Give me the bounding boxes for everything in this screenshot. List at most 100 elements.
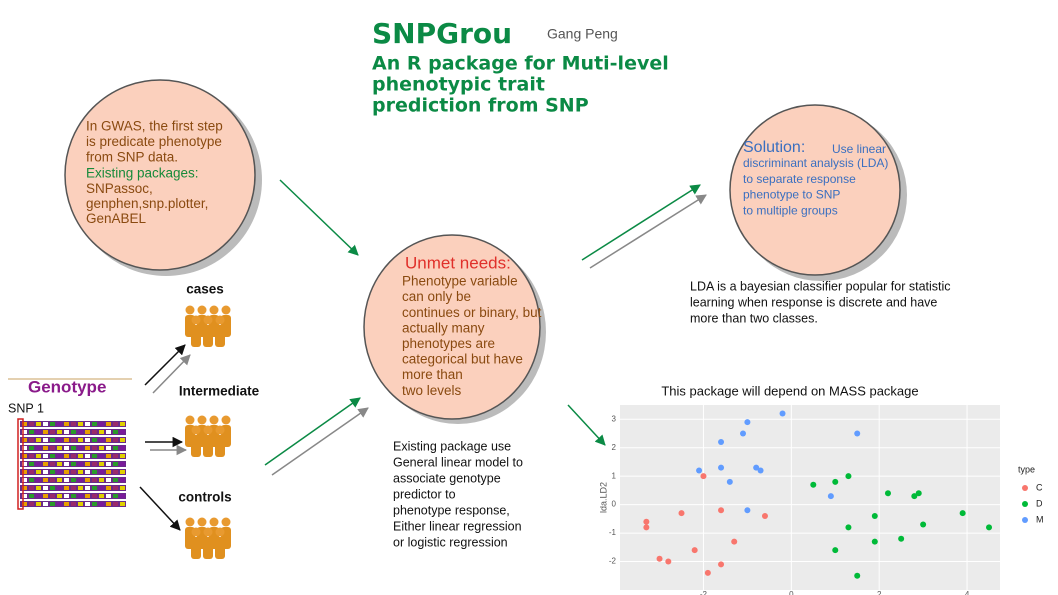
strip-cell <box>29 446 34 450</box>
strip-cell <box>29 494 34 498</box>
person-body <box>215 325 225 347</box>
strip-cell <box>29 430 34 434</box>
y-axis-label: lda.LD2 <box>598 482 608 513</box>
intro-text: is predicate phenotype <box>86 134 222 149</box>
strip-cell <box>78 486 83 490</box>
strip-cell <box>50 502 55 506</box>
plot-title: This package will depend on MASS package <box>661 383 918 398</box>
package-name: genphen,snp.plotter, <box>86 196 208 211</box>
strip-cell <box>113 438 118 442</box>
strip-cell <box>36 502 41 506</box>
strip-cell <box>92 502 97 506</box>
strip-cell <box>57 470 62 474</box>
strip-cell <box>64 446 69 450</box>
strip-cell <box>43 486 48 490</box>
y-tick-label: -1 <box>609 528 617 537</box>
point <box>845 524 852 531</box>
point <box>986 524 993 531</box>
strip-cell <box>50 446 55 450</box>
strip-cell <box>43 422 48 426</box>
strip-cell <box>22 438 27 442</box>
strip-cell <box>36 446 41 450</box>
strip-cell <box>29 438 34 442</box>
strip-cell <box>22 422 27 426</box>
strip-cell <box>120 486 125 490</box>
strip-cell <box>92 486 97 490</box>
strip-cell <box>43 470 48 474</box>
point <box>718 507 725 514</box>
strip-cell <box>92 430 97 434</box>
person-head <box>221 517 231 527</box>
person-head <box>197 517 207 527</box>
strip-cell <box>106 422 111 426</box>
strip-cell <box>85 462 90 466</box>
strip-cell <box>50 422 55 426</box>
solution-text: to separate response <box>743 172 856 186</box>
point <box>744 507 751 514</box>
people-icons <box>185 305 231 559</box>
bubbles <box>64 79 907 424</box>
strip-cell <box>85 486 90 490</box>
strip-cell <box>36 422 41 426</box>
x-tick-label: -2 <box>700 590 708 595</box>
subtitle: phenotypic trait <box>372 74 545 96</box>
strip-cell <box>57 486 62 490</box>
snp-highlight <box>17 418 24 510</box>
strip-cell <box>106 470 111 474</box>
intro-text: In GWAS, the first step <box>86 119 223 134</box>
strip-cell <box>99 478 104 482</box>
group-label: cases <box>186 282 224 297</box>
point <box>757 467 764 474</box>
strip-cell <box>43 502 48 506</box>
strip-cell <box>71 462 76 466</box>
package-name: GenABEL <box>86 211 147 226</box>
existing-text: predictor to <box>393 487 456 501</box>
strip-cell <box>64 462 69 466</box>
strip-cell <box>43 446 48 450</box>
point <box>718 439 725 445</box>
person-head <box>185 517 195 527</box>
strip-cell <box>36 470 41 474</box>
strip-cell <box>64 478 69 482</box>
strip-cell <box>71 446 76 450</box>
strip-cell <box>106 454 111 458</box>
strip-cell <box>106 430 111 434</box>
legend-title: type <box>1018 464 1035 474</box>
point <box>731 538 738 545</box>
point <box>871 538 878 545</box>
strip-cell <box>113 430 118 434</box>
strip-cell <box>50 438 55 442</box>
strip-cell <box>99 470 104 474</box>
person-body <box>203 325 213 347</box>
person-body <box>191 435 201 457</box>
strip-cell <box>29 502 34 506</box>
plot-panel <box>620 405 1000 590</box>
point <box>898 535 905 542</box>
strip-cell <box>106 494 111 498</box>
strip-cell <box>99 486 104 490</box>
point <box>740 430 747 437</box>
person-head <box>203 527 213 537</box>
legend-key <box>1022 485 1028 491</box>
point <box>726 478 733 485</box>
arrows <box>139 179 707 531</box>
strip-cell <box>36 454 41 458</box>
strip-cell <box>106 502 111 506</box>
strip-cell <box>57 454 62 458</box>
strip-cell <box>92 438 97 442</box>
point <box>704 569 711 576</box>
strip-cell <box>22 502 27 506</box>
strip-cell <box>29 422 34 426</box>
person-body <box>203 435 213 457</box>
strip-cell <box>50 478 55 482</box>
unmet-text: two levels <box>402 383 462 398</box>
genotype-label: Genotype <box>28 377 106 396</box>
strip-cell <box>85 478 90 482</box>
strip-cell <box>85 446 90 450</box>
strip-cell <box>85 494 90 498</box>
person-head <box>209 517 219 527</box>
strip-cell <box>57 438 62 442</box>
strip-cell <box>71 486 76 490</box>
point <box>678 510 685 517</box>
strip-cell <box>50 462 55 466</box>
